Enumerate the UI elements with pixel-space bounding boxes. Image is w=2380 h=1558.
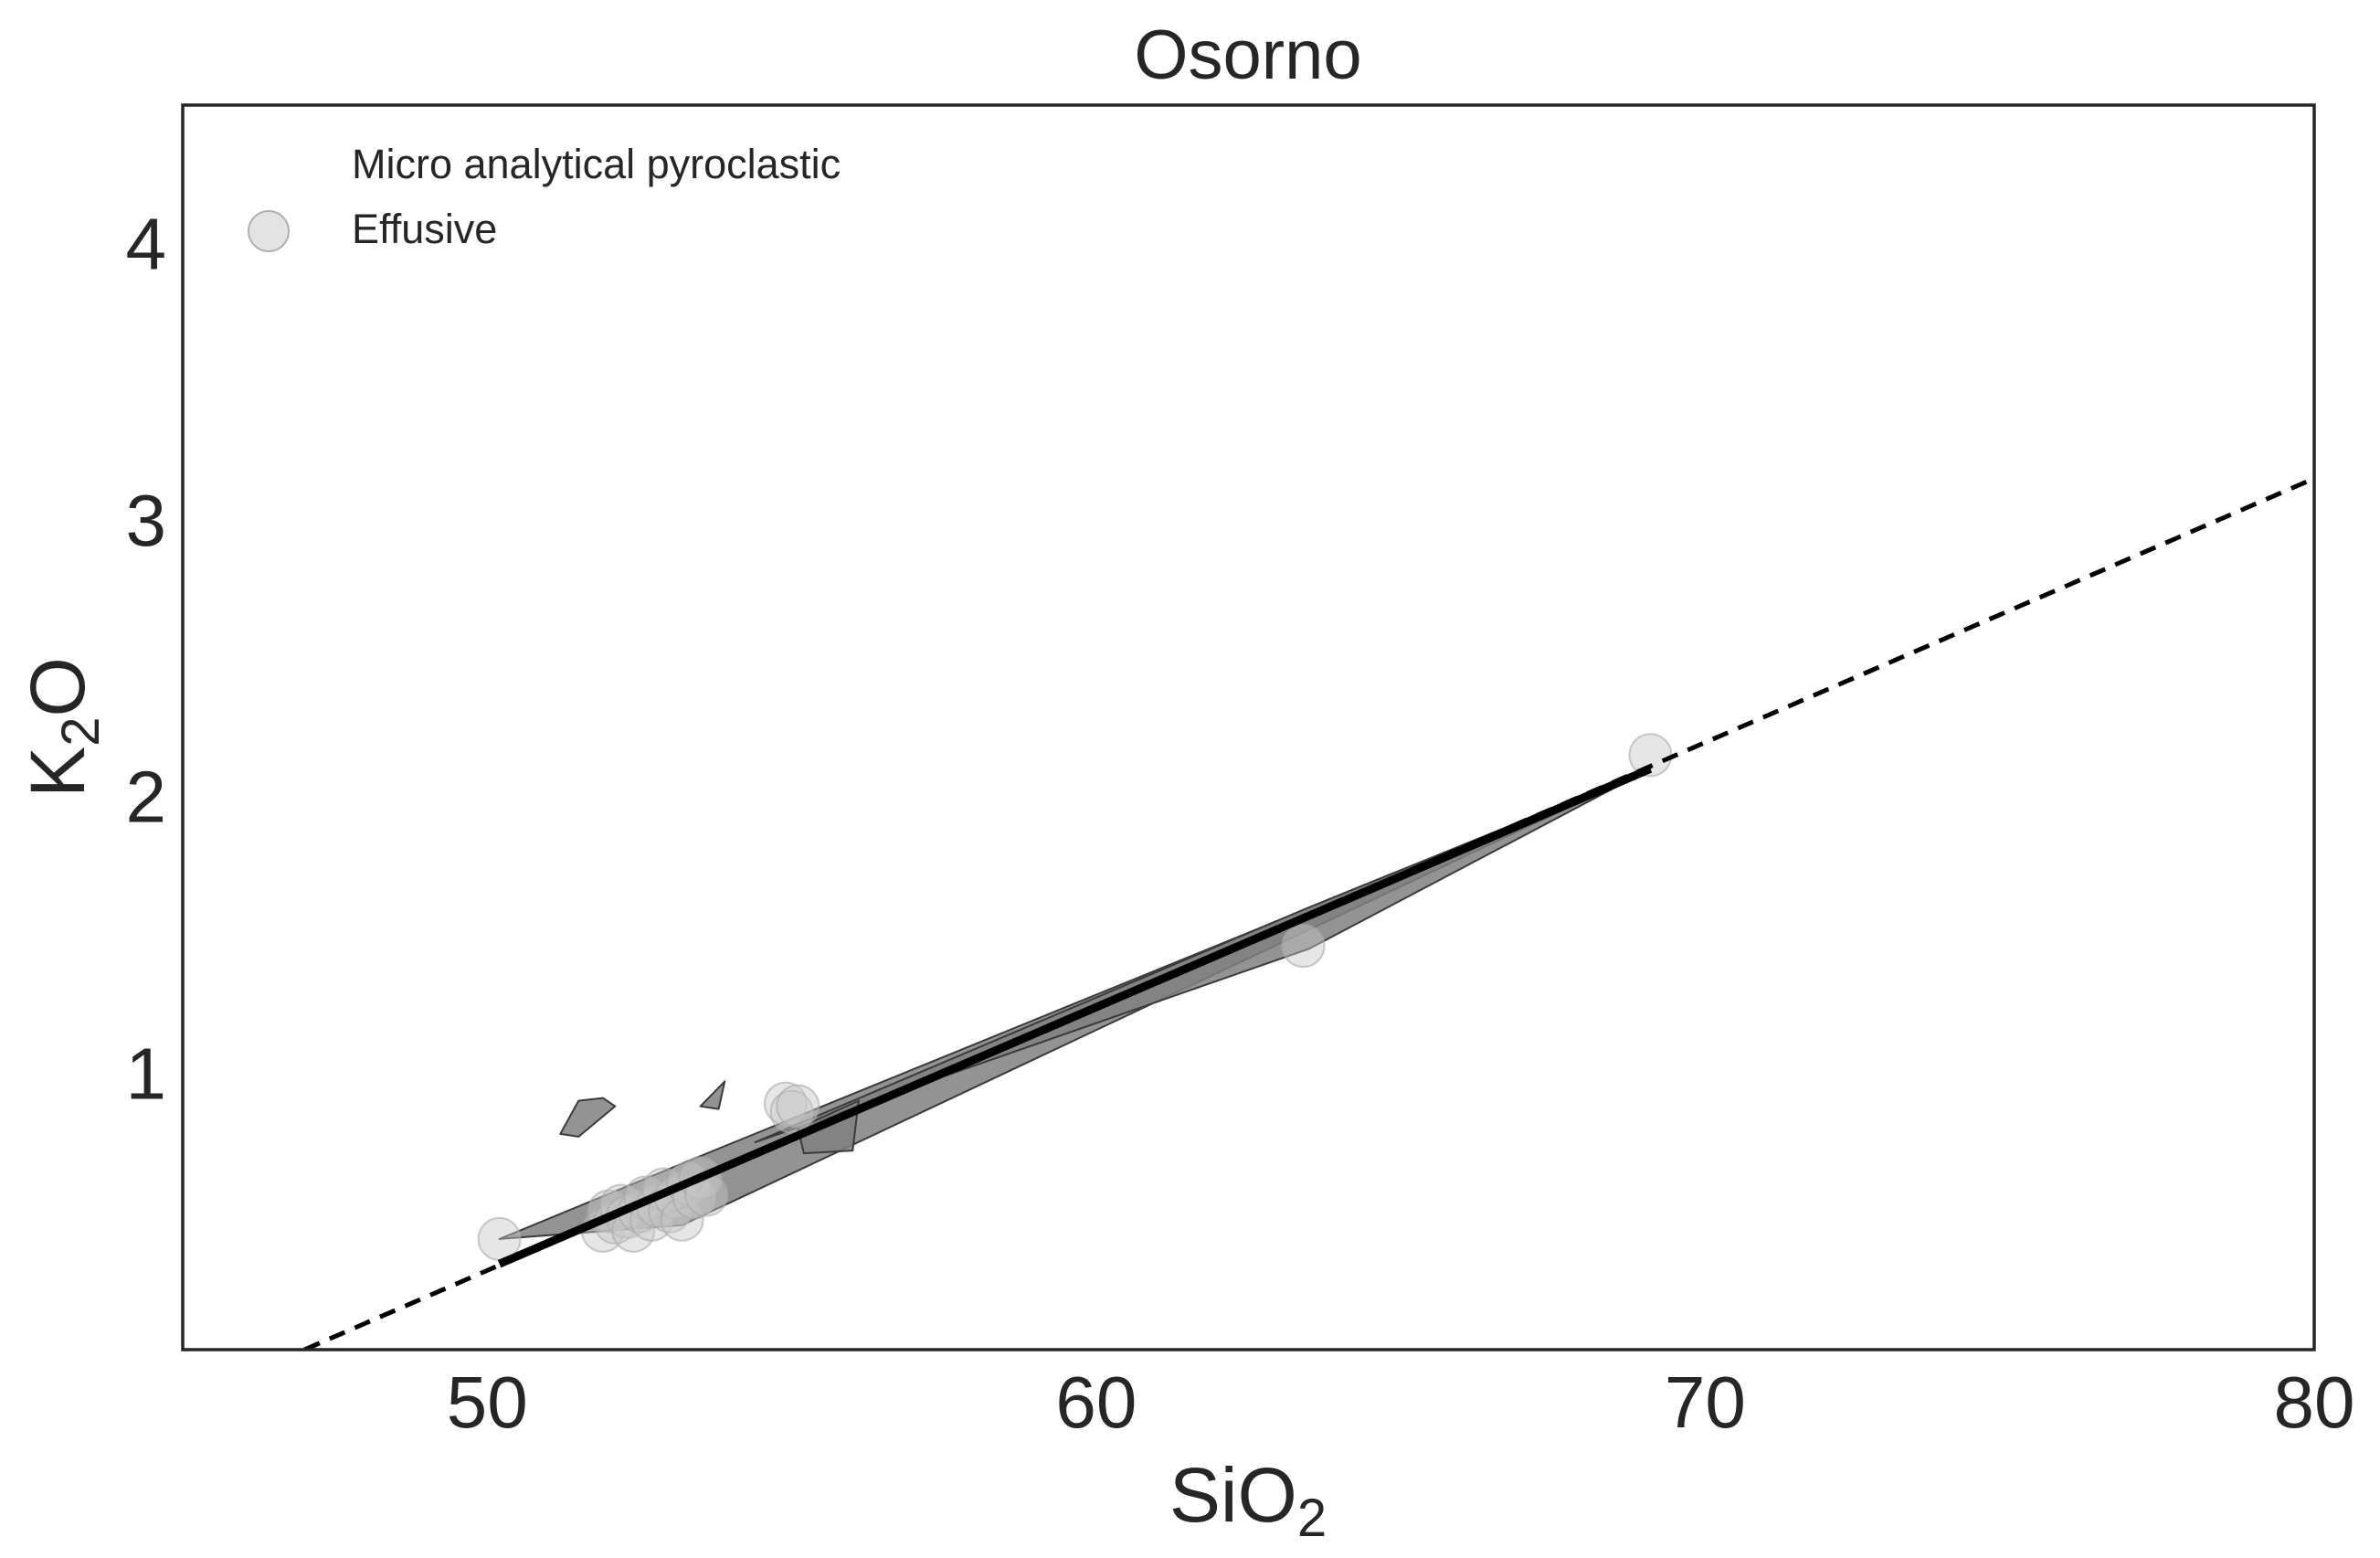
y-axis-label-sub: 2 [51,717,111,747]
x-axis-label-sub: 2 [1297,1489,1327,1548]
pyroclastic-polygon [559,1097,617,1138]
y-tick-labels: 1 2 3 4 [126,203,167,1114]
x-tick-labels: 50 60 70 80 [447,1362,2355,1443]
y-axis-label-rest: O [15,657,100,716]
solid-trend-line [497,765,1653,1268]
x-tick-label: 50 [447,1362,528,1443]
dashed-reference-line [303,476,2314,1350]
legend-label-micro-analytical-pyroclastic: Micro analytical pyroclastic [352,141,841,187]
effusive-point [769,1089,814,1134]
effusive-point [660,1197,704,1242]
y-axis-label-base: K [15,747,100,798]
legend-marker-effusive [248,210,290,252]
x-axis-label-base: SiO [1169,1452,1297,1538]
effusive-point [776,1084,820,1129]
effusive-point [1281,924,1326,969]
x-axis-label: SiO2 [1169,1452,1327,1548]
pyroclastic-polygon [699,1080,726,1110]
y-tick-label: 4 [126,203,167,284]
x-tick-label: 70 [1665,1362,1746,1443]
y-axis-label: K2O [15,657,111,798]
y-tick-label: 1 [126,1033,167,1114]
legend: Micro analytical pyroclastic Effusive [248,141,841,252]
effusive-point [763,1081,808,1126]
plot-area [303,476,2314,1350]
legend-label-effusive: Effusive [352,206,497,252]
y-tick-label: 2 [126,757,167,838]
axes-frame [181,103,2316,1351]
x-tick-label: 60 [1055,1362,1137,1443]
x-tick-label: 80 [2274,1362,2355,1443]
chart-title: Osorno [1134,16,1361,94]
y-tick-label: 3 [126,480,167,561]
